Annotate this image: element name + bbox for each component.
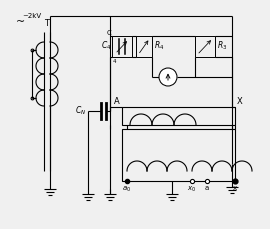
Text: ~: ~ [16, 17, 25, 27]
Bar [122, 108, 235, 125]
Circle shape [159, 69, 177, 87]
Text: C: C [106, 30, 111, 36]
Text: A: A [114, 97, 120, 106]
Text: $C_4$: $C_4$ [101, 39, 111, 52]
Text: $x_0$: $x_0$ [187, 184, 197, 193]
Bar [112, 37, 132, 58]
Bar [122, 129, 235, 181]
Text: $R_4$: $R_4$ [154, 39, 164, 52]
Text: T: T [45, 19, 49, 28]
Text: a: a [205, 184, 209, 190]
Bar [136, 37, 152, 58]
Text: ~2kV: ~2kV [22, 13, 41, 19]
Text: 4: 4 [113, 59, 116, 64]
Text: $C_N$: $C_N$ [75, 104, 86, 117]
Text: X: X [237, 97, 243, 106]
Text: x: x [233, 184, 237, 190]
Text: $R_3$: $R_3$ [217, 39, 227, 52]
Bar [195, 37, 215, 58]
Text: $a_0$: $a_0$ [122, 184, 131, 193]
